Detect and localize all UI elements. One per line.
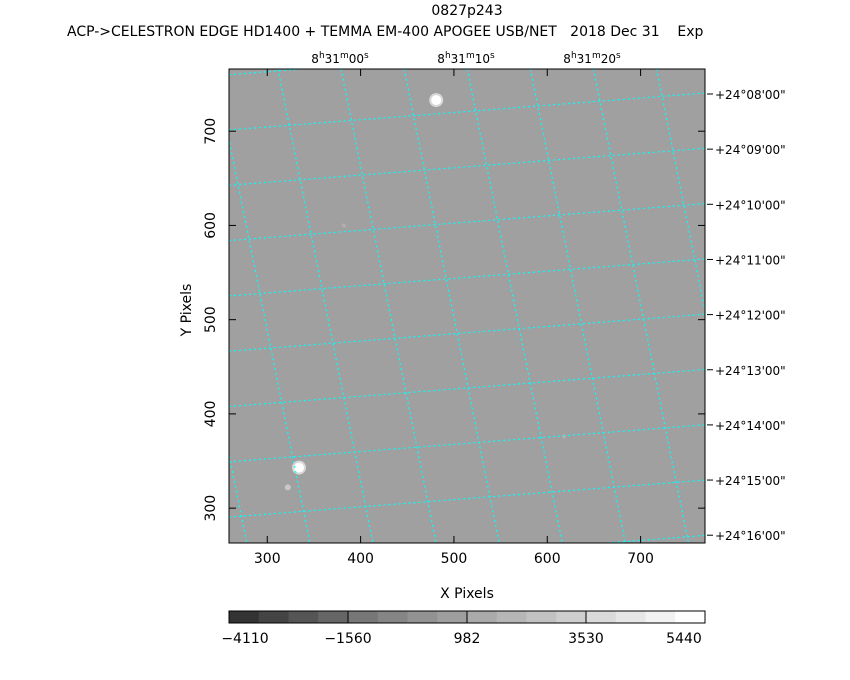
dec-label: +24°10'00" bbox=[715, 198, 786, 212]
x-tick-label: 500 bbox=[441, 551, 468, 567]
y-tick-label: 300 bbox=[203, 495, 219, 522]
colorbar-segment bbox=[556, 611, 587, 623]
colorbar-segment bbox=[229, 611, 260, 623]
ra-label-part: 20 bbox=[601, 52, 616, 66]
ra-grid-line bbox=[720, 69, 815, 543]
colorbar-tick-label: 3530 bbox=[568, 631, 604, 647]
colorbar-segment bbox=[407, 611, 438, 623]
ra-label: 8h31m00s bbox=[311, 51, 369, 66]
x-tick-label: 300 bbox=[254, 551, 281, 567]
y-tick-label: 700 bbox=[203, 118, 219, 145]
ra-grid-line bbox=[529, 69, 626, 543]
ra-grid-line bbox=[89, 69, 184, 543]
ra-label-part: 00 bbox=[349, 52, 364, 66]
ra-grid-line bbox=[403, 69, 500, 543]
ra-label-part: h bbox=[319, 51, 325, 61]
ra-label-part: 31 bbox=[577, 52, 592, 66]
ra-grid-line bbox=[340, 69, 437, 543]
dec-label: +24°15'00" bbox=[715, 474, 786, 488]
chart-title: 0827p243 bbox=[431, 3, 502, 19]
colorbar-tick-label: −4110 bbox=[221, 631, 268, 647]
colorbar-segment bbox=[348, 611, 379, 623]
x-axis-label: X Pixels bbox=[440, 586, 494, 602]
y-axis-label: Y Pixels bbox=[179, 284, 195, 338]
y-tick-label: 600 bbox=[203, 212, 219, 239]
colorbar-segment bbox=[645, 611, 676, 623]
ra-label-part: 31 bbox=[451, 52, 466, 66]
plot-frame bbox=[228, 68, 706, 544]
colorbar-segment bbox=[675, 611, 706, 623]
ra-label-part: 31 bbox=[325, 52, 340, 66]
star bbox=[562, 434, 567, 439]
ra-grid-line bbox=[229, 136, 311, 543]
ra-label-part: m bbox=[466, 51, 475, 61]
colorbar-segment bbox=[437, 611, 468, 623]
ra-label-part: m bbox=[592, 51, 601, 61]
ra-grid-line bbox=[466, 69, 563, 543]
dec-label: +24°11'00" bbox=[715, 253, 786, 267]
star bbox=[284, 484, 291, 491]
dec-label: +24°16'00" bbox=[715, 529, 786, 543]
colorbar-segment bbox=[615, 611, 646, 623]
ra-grid-line bbox=[277, 69, 374, 543]
x-tick-label: 400 bbox=[347, 551, 374, 567]
ra-label-part: s bbox=[616, 51, 621, 61]
ra-label-part: s bbox=[490, 51, 495, 61]
ra-label-part: h bbox=[571, 51, 577, 61]
colorbar-segment bbox=[526, 611, 557, 623]
colorbar-segment bbox=[377, 611, 408, 623]
dec-label: +24°09'00" bbox=[715, 143, 786, 157]
ra-label-part: 8 bbox=[311, 52, 319, 66]
ra-label-part: s bbox=[364, 51, 369, 61]
colorbar-segment bbox=[467, 611, 498, 623]
x-tick-label: 600 bbox=[534, 551, 561, 567]
colorbar-segment bbox=[258, 611, 289, 623]
colorbar-tick-label: 5440 bbox=[666, 631, 702, 647]
star bbox=[294, 462, 304, 473]
ra-label-part: 8 bbox=[437, 52, 445, 66]
colorbar-segment bbox=[496, 611, 527, 623]
ra-label-part: 8 bbox=[563, 52, 571, 66]
y-tick-label: 400 bbox=[203, 401, 219, 428]
image-area bbox=[229, 69, 705, 543]
ra-label-part: m bbox=[340, 51, 349, 61]
ra-label-part: h bbox=[445, 51, 451, 61]
dec-label: +24°12'00" bbox=[715, 309, 786, 323]
colorbar-tick-label: −1560 bbox=[324, 631, 371, 647]
dec-label: +24°08'00" bbox=[715, 88, 786, 102]
x-tick-label: 700 bbox=[627, 551, 654, 567]
ra-label: 8h31m10s bbox=[437, 51, 495, 66]
ra-grid-line bbox=[656, 69, 705, 314]
ra-grid-line bbox=[783, 69, 850, 543]
colorbar-segment bbox=[288, 611, 319, 623]
star bbox=[341, 223, 346, 228]
colorbar-tick-label: 982 bbox=[454, 631, 481, 647]
colorbar-segment bbox=[318, 611, 349, 623]
dec-label: +24°13'00" bbox=[715, 364, 786, 378]
y-tick-label: 500 bbox=[203, 306, 219, 333]
ra-label: 8h31m20s bbox=[563, 51, 621, 66]
dec-label: +24°14'00" bbox=[715, 419, 786, 433]
ra-grid-line bbox=[592, 69, 690, 543]
chart-subtitle: ACP->CELESTRON EDGE HD1400 + TEMMA EM-40… bbox=[67, 24, 704, 40]
colorbar-segment bbox=[586, 611, 617, 623]
ra-label-part: 10 bbox=[475, 52, 490, 66]
star bbox=[431, 95, 442, 106]
